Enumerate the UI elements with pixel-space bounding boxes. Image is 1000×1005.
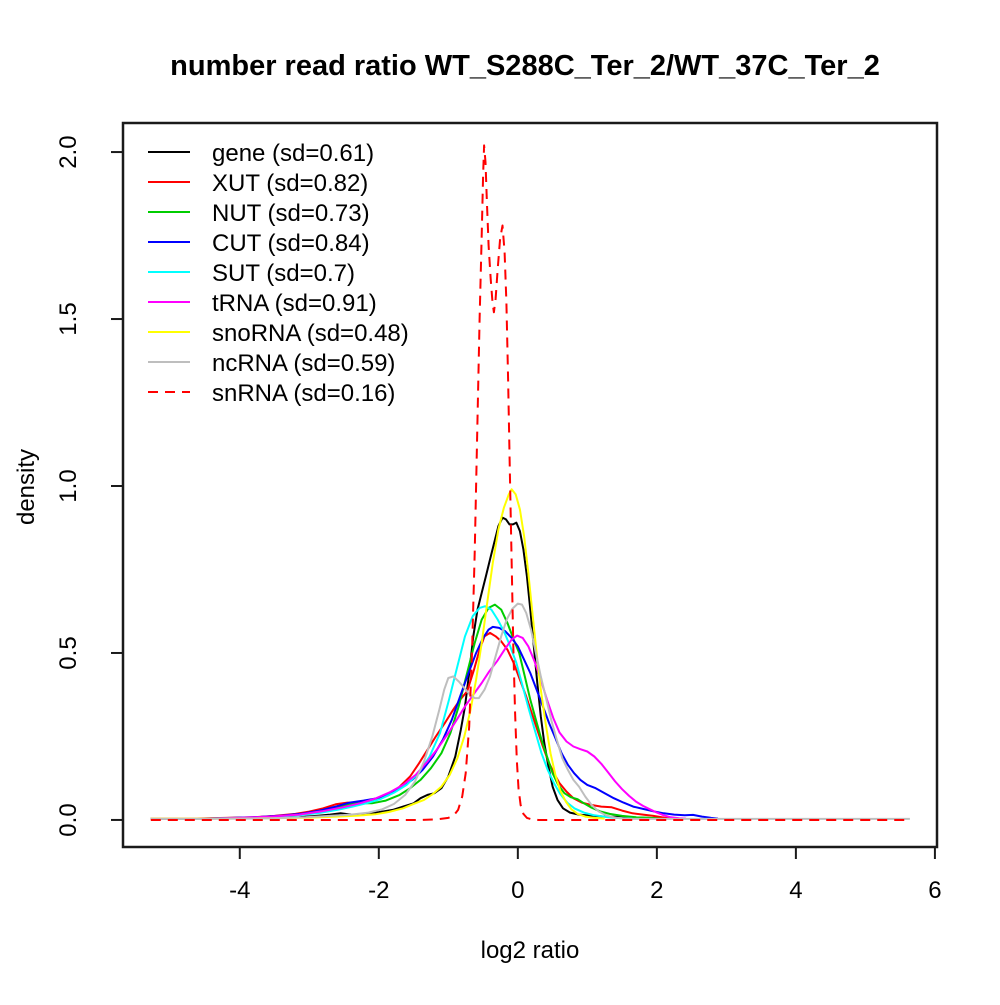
legend-label-gene: gene (sd=0.61) — [212, 140, 374, 167]
x-axis-tick-label: 4 — [789, 877, 802, 904]
density-curve-snoRNA — [150, 488, 605, 820]
density-curve-NUT — [150, 603, 661, 820]
legend-label-snoRNA: snoRNA (sd=0.48) — [212, 320, 409, 347]
legend-label-CUT: CUT (sd=0.84) — [212, 230, 370, 257]
legend: gene (sd=0.61) XUT (sd=0.82) NUT (sd=0.73)… — [148, 140, 409, 407]
x-axis-tick-label: -4 — [229, 877, 250, 904]
x-axis-tick-label: 2 — [650, 877, 663, 904]
x-axis-tick-label: 0 — [511, 877, 524, 904]
y-axis-tick-label: 2.0 — [55, 135, 82, 168]
density-curve-ncRNA — [150, 602, 910, 820]
density-curve-gene — [150, 516, 671, 820]
density-curve-snRNA — [150, 144, 910, 821]
y-axis-tick-label: 1.5 — [55, 302, 82, 335]
chart-title: number read ratio WT_S288C_Ter_2/WT_37C_… — [170, 50, 880, 82]
density-curve-CUT — [150, 625, 719, 820]
y-axis-tick-label: 1.0 — [55, 469, 82, 502]
y-axis-tick-label: 0.0 — [55, 803, 82, 836]
x-axis-tick-label: 6 — [928, 877, 941, 904]
legend-label-XUT: XUT (sd=0.82) — [212, 170, 368, 197]
y-axis-tick-label: 0.5 — [55, 636, 82, 669]
plot-border — [121, 121, 939, 849]
legend-label-SUT: SUT (sd=0.7) — [212, 260, 355, 287]
x-axis-tick-label: -2 — [368, 877, 389, 904]
density-curve-XUT — [150, 631, 675, 820]
x-axis-label: log2 ratio — [481, 937, 580, 964]
legend-label-NUT: NUT (sd=0.73) — [212, 200, 370, 227]
axes-group: -4 -2 0 2 4 6 0.0 0.5 1.0 1.5 2.0 — [55, 135, 942, 904]
legend-label-tRNA: tRNA (sd=0.91) — [212, 290, 377, 317]
legend-label-snRNA: snRNA (sd=0.16) — [212, 380, 395, 407]
legend-label-ncRNA: ncRNA (sd=0.59) — [212, 350, 395, 377]
curves-group — [150, 144, 910, 821]
density-curve-tRNA — [150, 634, 687, 820]
y-axis-label: density — [13, 449, 40, 525]
